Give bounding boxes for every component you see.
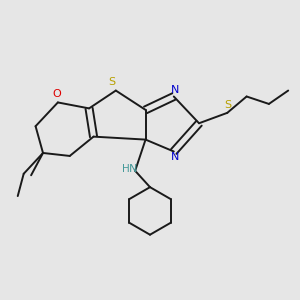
Text: N: N <box>171 85 179 95</box>
Text: N: N <box>171 152 179 162</box>
Text: N: N <box>129 164 137 174</box>
Text: H: H <box>122 164 130 174</box>
Text: S: S <box>225 100 232 110</box>
Text: S: S <box>109 77 116 87</box>
Text: O: O <box>52 89 61 99</box>
